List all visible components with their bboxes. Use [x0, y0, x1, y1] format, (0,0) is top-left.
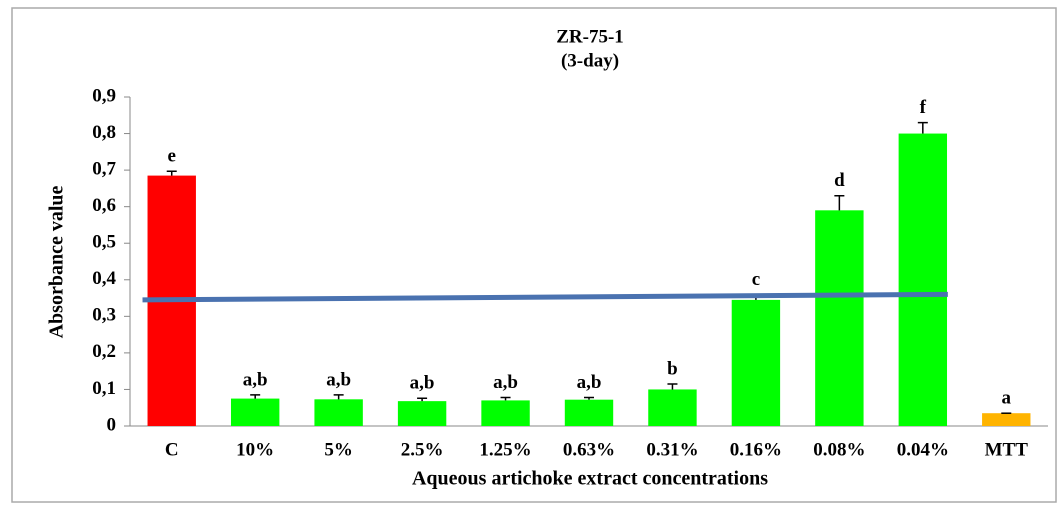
x-axis-label: Aqueous artichoke extract concentrations	[412, 468, 768, 490]
x-tick-label: MTT	[985, 439, 1029, 460]
y-tick-label: 0,9	[92, 85, 116, 106]
bar	[397, 401, 447, 426]
x-tick-label: 0.31%	[646, 439, 698, 460]
bar	[982, 413, 1031, 426]
x-tick-label: 10%	[236, 439, 274, 460]
bar-annotation: f	[920, 97, 927, 118]
x-tick-label: 0.08%	[813, 439, 865, 460]
chart-title: ZR-75-1	[556, 26, 624, 47]
y-tick-label: 0	[107, 414, 117, 435]
y-tick-label: 0,5	[92, 232, 116, 253]
bar-annotation: a,b	[577, 372, 602, 393]
x-tick-label: 0.16%	[730, 439, 782, 460]
bar	[314, 399, 363, 426]
y-tick-label: 0,3	[92, 305, 116, 326]
error-bar	[333, 394, 344, 400]
bar	[481, 400, 530, 426]
error-bar	[166, 170, 177, 176]
error-bar	[667, 383, 678, 390]
error-bar	[250, 394, 261, 399]
error-bar	[500, 396, 511, 401]
bar	[815, 210, 864, 426]
x-tick-label: 1.25%	[479, 439, 531, 460]
x-tick-label: 2.5%	[401, 439, 444, 460]
y-tick-label: 0,6	[92, 195, 116, 216]
bar	[731, 299, 781, 426]
x-tick-label: 5%	[324, 439, 353, 460]
reference-line	[142, 291, 948, 303]
bar-annotation: a	[1002, 388, 1012, 409]
y-tick-label: 0,2	[92, 341, 116, 362]
x-tick-label: 0.63%	[563, 439, 615, 460]
y-tick-label: 0,1	[92, 378, 116, 399]
bar-annotation: d	[834, 170, 845, 191]
bar-annotation: a,b	[493, 372, 518, 393]
y-tick-label: 0,8	[92, 122, 116, 143]
y-axis-label: Absorbance value	[46, 185, 68, 338]
bar-annotation: a,b	[243, 369, 268, 390]
y-tick-label: 0,4	[92, 268, 116, 289]
error-bar	[417, 397, 428, 402]
bar-annotation: a,b	[410, 373, 435, 394]
bar-annotation: c	[752, 269, 760, 290]
x-tick-label: C	[165, 439, 179, 460]
error-bar	[917, 121, 928, 134]
x-tick-label: 0.04%	[897, 439, 949, 460]
bar-annotation: e	[168, 146, 176, 167]
bar-annotation: b	[667, 358, 678, 379]
error-bar	[584, 396, 594, 400]
error-bar	[834, 194, 845, 211]
bar	[898, 133, 948, 427]
bar	[648, 389, 697, 426]
chart-subtitle: (3-day)	[561, 50, 619, 71]
bar	[230, 398, 280, 426]
bar-annotation: a,b	[326, 369, 351, 390]
y-tick-label: 0,7	[92, 158, 116, 179]
bar	[564, 399, 614, 426]
